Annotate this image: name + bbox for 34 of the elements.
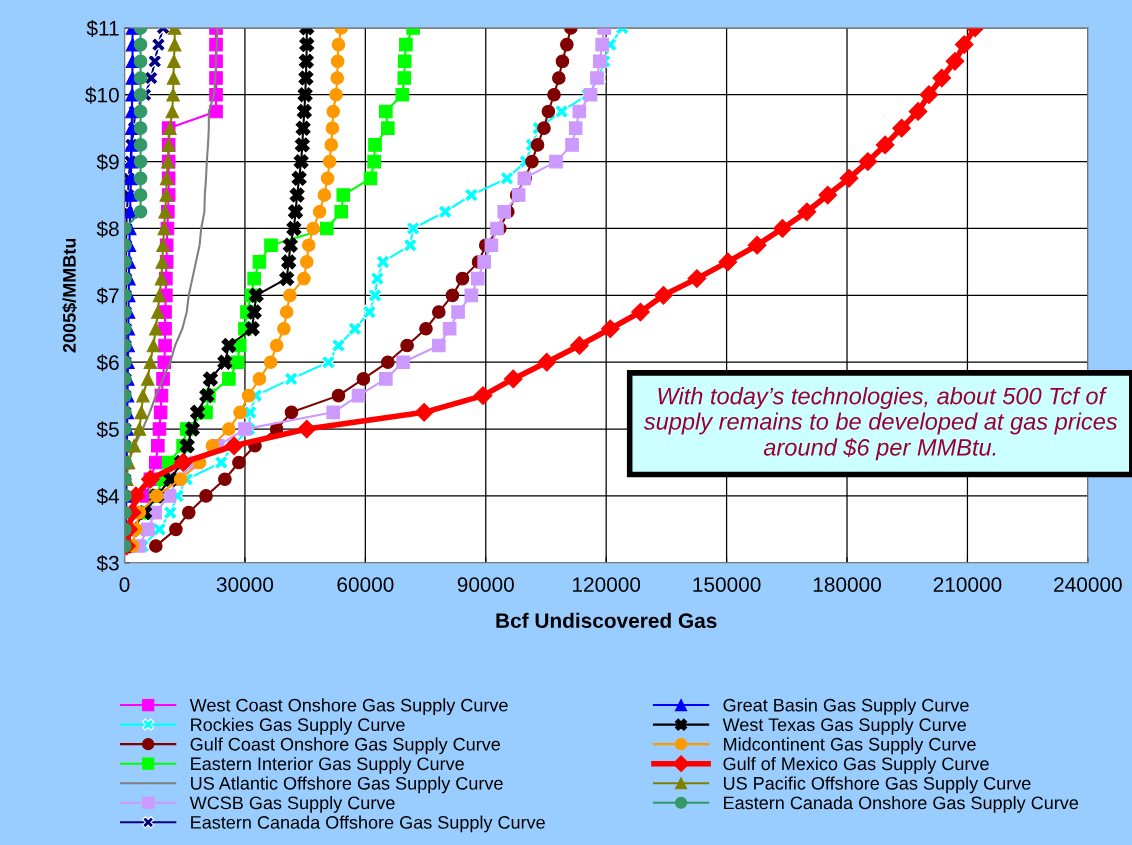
legend-label: Rockies Gas Supply Curve: [191, 717, 405, 735]
legend-label: US Atlantic Offshore Gas Supply Curve: [191, 776, 503, 794]
legend-label: Eastern Canada Offshore Gas Supply Curve: [191, 815, 545, 833]
y-tick-label: $5: [96, 421, 119, 439]
x-axis-title: Bcf Undiscovered Gas: [496, 612, 717, 629]
y-tick-label: $11: [86, 20, 119, 37]
y-tick-label: $7: [96, 287, 119, 305]
x-tick-label: 60000: [337, 577, 394, 592]
x-tick-label: 210000: [933, 577, 1002, 592]
y-tick-label: $3: [96, 554, 119, 572]
y-axis-title: 2005$/MMBtu: [62, 238, 77, 353]
legend-label: WCSB Gas Supply Curve: [189, 795, 395, 813]
legend-label: Gulf Coast Onshore Gas Supply Curve: [190, 737, 500, 755]
legend-label: Great Basin Gas Supply Curve: [723, 698, 969, 716]
y-tick-label: $4: [96, 488, 120, 505]
annotation: With today’s technologies, about 500 Tcf of supply remains to be developed at gas prices around $6 per MMBtu.: [643, 387, 1118, 461]
x-tick-label: 0: [119, 577, 130, 592]
x-tick-label: 120000: [573, 577, 641, 592]
x-tick-label: 30000: [216, 577, 274, 592]
x-tick-label: 180000: [813, 577, 881, 592]
legend-label: Gulf of Mexico Gas Supply Curve: [723, 756, 989, 774]
legend-label: Eastern Interior Gas Supply Curve: [191, 756, 464, 774]
x-tick-label: 90000: [457, 577, 514, 592]
x-tick-label: 150000: [693, 577, 761, 592]
x-tick-label: 240000: [1054, 577, 1122, 592]
legend-label: US Pacific Offshore Gas Supply Curve: [723, 776, 1031, 794]
y-tick-label: $9: [96, 153, 119, 171]
y-tick-label: $10: [85, 86, 119, 104]
legend-label: West Texas Gas Supply Curve: [722, 717, 966, 735]
legend-label: Midcontinent Gas Supply Curve: [724, 737, 976, 755]
legend-label: Eastern Canada Onshore Gas Supply Curve: [724, 795, 1079, 813]
legend-label: West Coast Onshore Gas Supply Curve: [189, 698, 508, 716]
y-tick-label: $6: [96, 354, 119, 372]
y-tick-label: $8: [96, 220, 119, 238]
